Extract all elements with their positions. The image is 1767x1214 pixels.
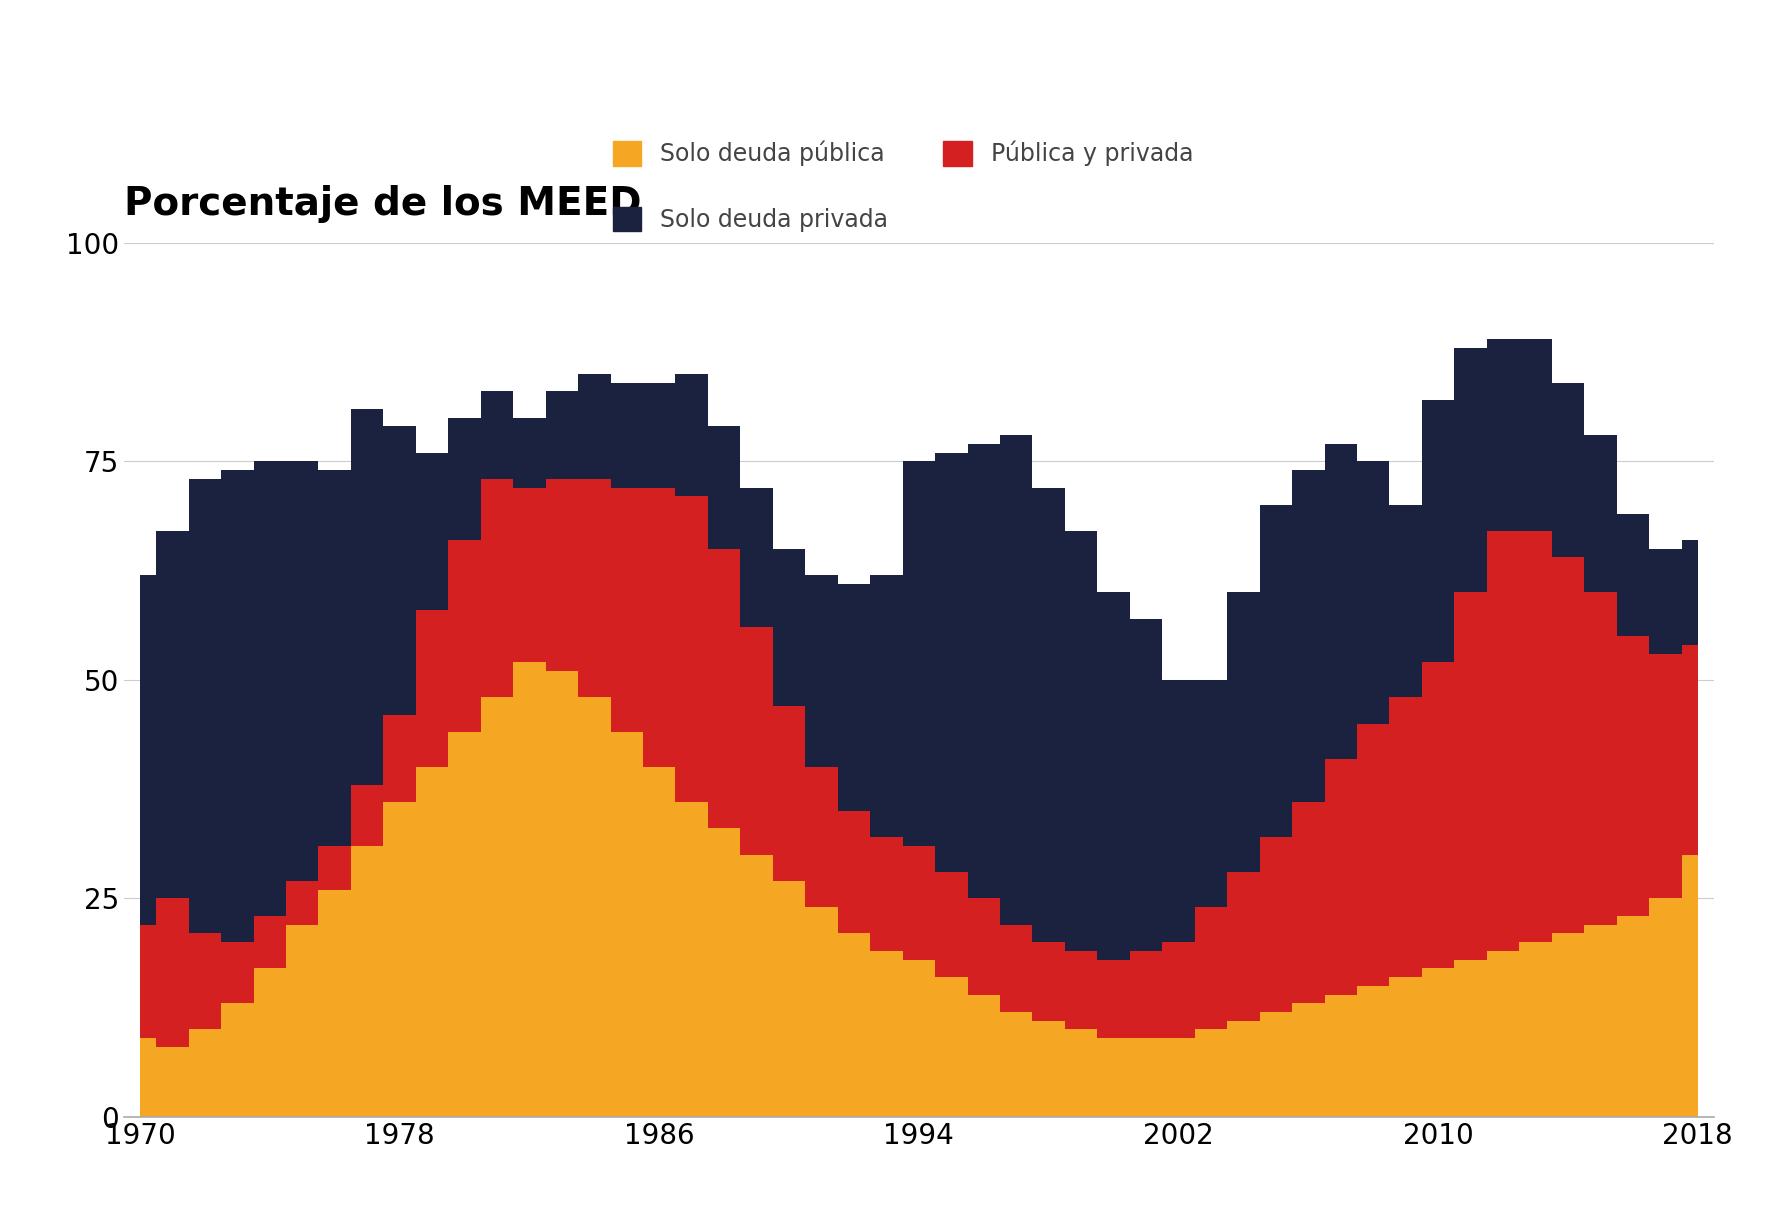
Text: Porcentaje de los MEED: Porcentaje de los MEED [124,185,641,223]
Legend: Solo deuda privada: Solo deuda privada [613,206,887,232]
